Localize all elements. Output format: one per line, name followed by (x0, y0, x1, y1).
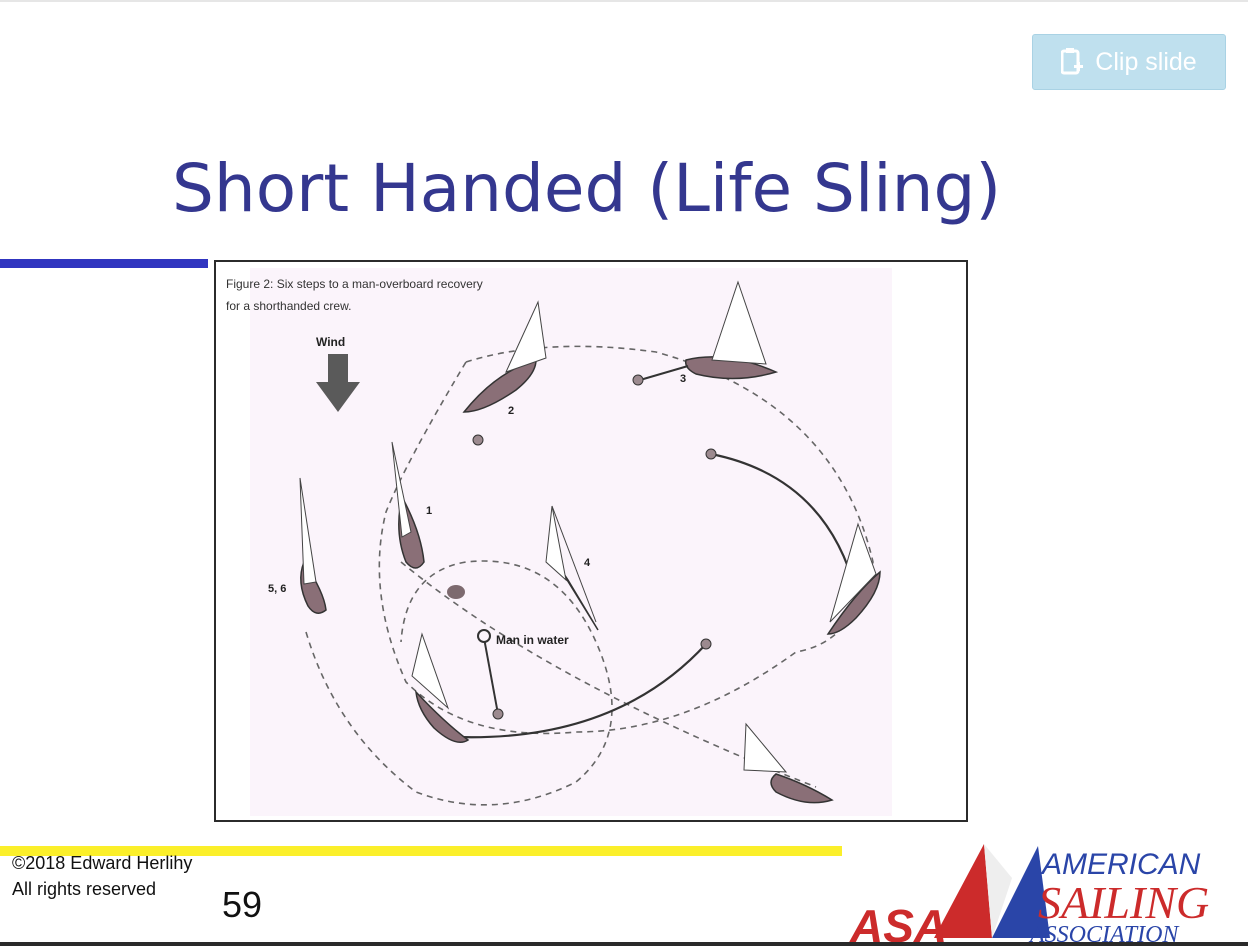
top-border (0, 0, 1248, 2)
logo-line-american: AMERICAN (1040, 848, 1201, 881)
boat-lower-left (411, 632, 470, 743)
figure-caption-line1: Figure 2: Six steps to a man-overboard r… (226, 277, 483, 291)
step-label-1: 1 (426, 505, 432, 517)
sling-float-icon (700, 638, 712, 650)
logo-white-sail (984, 844, 1012, 938)
sling-line-2 (455, 643, 707, 739)
boat-lower-right (743, 722, 834, 804)
logo-red-sail (934, 844, 992, 938)
recovery-course-line (378, 345, 874, 735)
copyright-block: ©2018 Edward Herlihy All rights reserved (12, 850, 192, 902)
step-label-5-6: 5, 6 (268, 583, 286, 595)
wind-label: Wind (316, 335, 345, 349)
wind-arrow-icon (316, 354, 360, 412)
copyright-line: ©2018 Edward Herlihy (12, 853, 193, 873)
page-number: 59 (222, 884, 263, 925)
logo-initials: ASA (849, 900, 947, 946)
title-accent-rule (0, 259, 208, 268)
boat-step-1 (391, 441, 425, 569)
boat-step-5-6 (299, 477, 327, 614)
logo-blue-sail (992, 846, 1050, 938)
man-in-water-label: Man in water (496, 633, 569, 647)
mob-tether-line (483, 637, 499, 715)
slide-title: Short Handed (Life Sling) (172, 150, 1002, 227)
rights-line: All rights reserved (12, 879, 157, 899)
clipboard-icon (1061, 48, 1084, 75)
boat-step-2 (462, 300, 547, 446)
clip-slide-label: Clip slide (1095, 47, 1197, 76)
asa-logo: ASA AMERICAN SAILING ASSOCIATION (849, 844, 1209, 946)
lifesling-icon (492, 708, 504, 720)
boat-right (705, 448, 881, 635)
boat-step-4 (545, 505, 599, 631)
step-label-2: 2 (508, 405, 514, 417)
mob-recovery-figure: Figure 2: Six steps to a man-overboard r… (214, 260, 968, 822)
step-label-4: 4 (584, 557, 591, 569)
boat-step-3 (632, 280, 779, 386)
buoy-icon (447, 585, 465, 599)
figure-diagram: Figure 2: Six steps to a man-overboard r… (226, 268, 892, 816)
bottom-border (0, 942, 1248, 946)
man-in-water-icon (477, 629, 491, 643)
logo-line-sailing: SAILING (1038, 877, 1209, 928)
circle-course-line (305, 560, 613, 806)
step-label-3: 3 (680, 373, 686, 385)
footer-accent-rule (0, 846, 842, 856)
figure-caption-line2: for a shorthanded crew. (226, 299, 351, 313)
clip-slide-button[interactable]: Clip slide (1032, 34, 1226, 90)
